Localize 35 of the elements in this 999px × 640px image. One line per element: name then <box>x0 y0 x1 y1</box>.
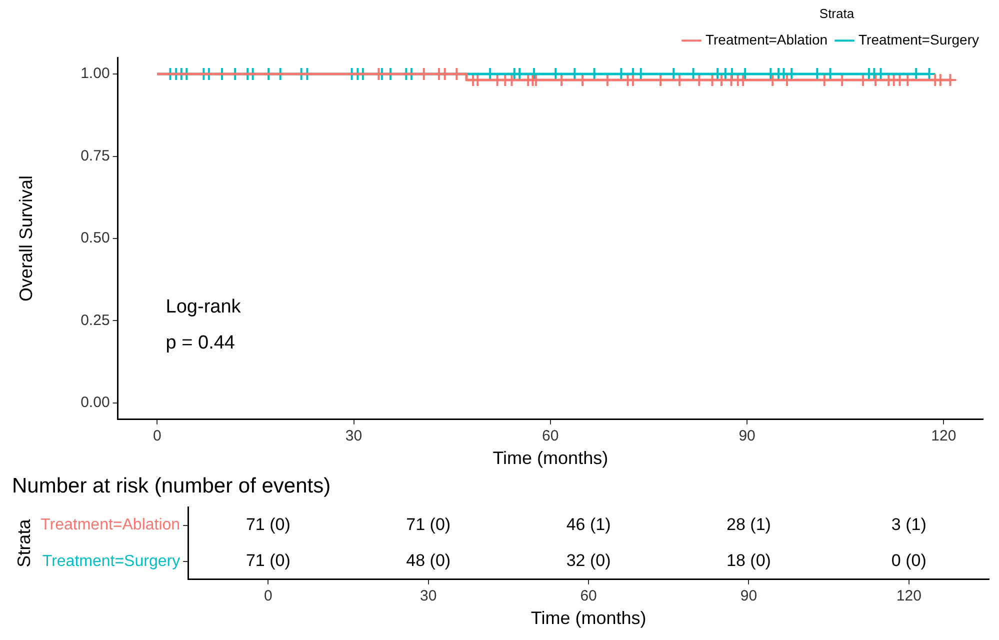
text: 71 (0) <box>246 551 290 570</box>
x-tick-label: 120 <box>896 588 922 605</box>
y-tick-label: 1.00 <box>80 65 110 82</box>
x-tick-label: 60 <box>542 428 559 445</box>
chart-title: Number at risk (number of events) <box>12 474 331 498</box>
x-axis-title: Time (months) <box>492 448 608 468</box>
x-tick-label: 120 <box>931 428 956 445</box>
legend-label: Treatment=Ablation <box>705 31 828 48</box>
legend-label: Treatment=Surgery <box>858 31 980 48</box>
text: 48 (0) <box>406 551 451 570</box>
text: 32 (0) <box>566 551 611 570</box>
annotation: p = 0.44 <box>166 332 236 354</box>
x-tick-label: 30 <box>420 588 437 605</box>
x-tick-label: 90 <box>738 428 756 445</box>
y-tick-label: 0.75 <box>80 147 110 164</box>
legend-title: Strata <box>819 6 855 22</box>
text: 0 (0) <box>891 551 926 570</box>
y-tick-label: 0.00 <box>80 394 110 412</box>
text: 71 (0) <box>246 514 290 534</box>
x-tick-label: 0 <box>264 588 272 605</box>
annotation: Log-rank <box>166 296 242 318</box>
text: 3 (1) <box>891 514 926 534</box>
x-tick-label: 30 <box>345 428 362 445</box>
y-tick-label: 0.25 <box>80 312 110 329</box>
y-axis-title: Strata <box>14 518 34 568</box>
text: 28 (1) <box>726 514 771 534</box>
x-tick-label: 0 <box>152 428 162 445</box>
x-tick-label: 60 <box>580 588 597 605</box>
y-tick-label: 0.50 <box>80 230 110 247</box>
x-tick-label: 90 <box>740 588 758 605</box>
text: 18 (0) <box>726 551 771 570</box>
text: 71 (0) <box>406 514 451 534</box>
text: 46 (1) <box>566 514 611 534</box>
x-axis-title: Time (months) <box>530 608 646 628</box>
y-axis-title: Overall Survival <box>16 175 36 302</box>
